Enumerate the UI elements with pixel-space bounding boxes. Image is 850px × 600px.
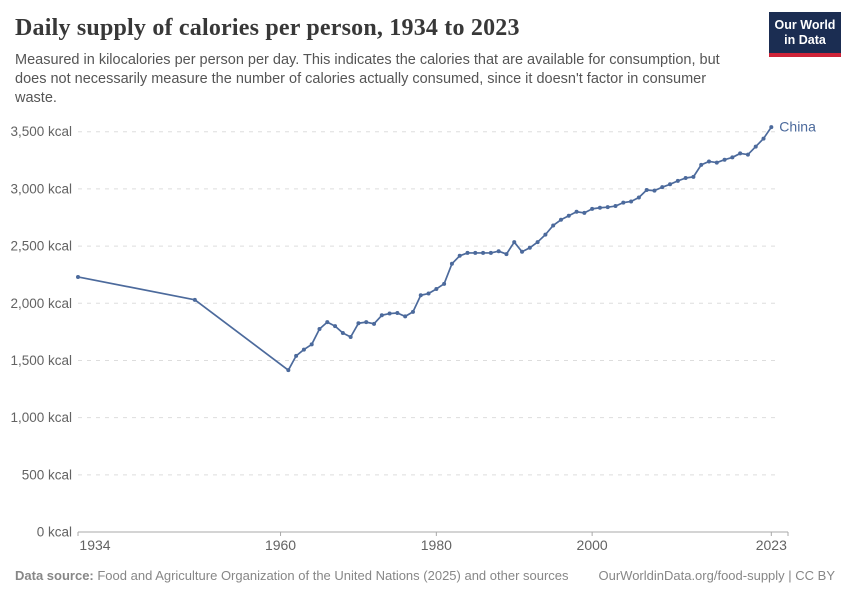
data-point — [566, 213, 571, 218]
data-point — [473, 250, 478, 255]
y-axis-tick-label: 0 kcal — [37, 525, 72, 540]
y-axis-tick-label: 3,000 kcal — [10, 181, 72, 196]
data-point — [691, 174, 696, 179]
data-point — [543, 232, 548, 237]
data-point — [590, 206, 595, 211]
data-point — [535, 240, 540, 245]
data-point — [512, 240, 517, 245]
data-point — [504, 252, 509, 257]
data-point — [621, 200, 626, 205]
data-point — [457, 253, 462, 258]
data-point — [706, 159, 711, 164]
owid-logo[interactable]: Our World in Data — [769, 12, 841, 57]
chart-title: Daily supply of calories per person, 193… — [15, 15, 520, 41]
data-source-label: Data source: — [15, 568, 94, 583]
data-point — [403, 314, 408, 319]
data-point — [769, 125, 774, 130]
data-point — [325, 320, 330, 325]
data-point — [597, 205, 602, 210]
y-axis-tick-label: 3,500 kcal — [10, 124, 72, 139]
data-point — [496, 249, 501, 254]
data-point — [301, 347, 306, 352]
data-point — [629, 199, 634, 204]
data-point — [551, 223, 556, 228]
data-source-note: Data source: Food and Agriculture Organi… — [15, 568, 569, 583]
owid-url-link[interactable]: OurWorldinData.org/food-supply | CC BY — [598, 568, 835, 583]
data-point — [520, 249, 525, 254]
data-point — [317, 326, 322, 331]
data-point — [410, 309, 415, 314]
chart-footer: Data source: Food and Agriculture Organi… — [15, 568, 835, 583]
data-point — [745, 152, 750, 157]
data-point — [730, 155, 735, 160]
y-axis-tick-label: 2,000 kcal — [10, 296, 72, 311]
data-point — [683, 176, 688, 181]
x-axis-tick-label: 2023 — [756, 537, 787, 553]
data-point — [449, 261, 454, 266]
data-point — [675, 178, 680, 183]
series-line-china — [77, 126, 773, 372]
data-point — [294, 353, 299, 358]
data-point — [722, 157, 727, 162]
data-point — [636, 195, 641, 200]
x-axis-tick-label: 1980 — [421, 537, 452, 553]
data-point — [309, 342, 314, 347]
y-axis-tick-label: 1,500 kcal — [10, 353, 72, 368]
data-point — [395, 310, 400, 315]
data-point — [668, 182, 673, 187]
data-point — [558, 217, 563, 222]
data-point — [738, 151, 743, 156]
data-point — [527, 245, 532, 250]
data-point — [426, 291, 431, 296]
data-point — [192, 297, 197, 302]
data-point — [364, 320, 369, 325]
data-point — [442, 281, 447, 286]
y-axis-tick-label: 500 kcal — [22, 467, 72, 482]
y-axis-tick-label: 1,000 kcal — [10, 410, 72, 425]
data-point — [613, 204, 618, 209]
data-point — [699, 162, 704, 167]
data-point — [582, 210, 587, 215]
owid-logo-text-line2: in Data — [784, 33, 826, 47]
x-axis-tick-label: 1934 — [79, 537, 110, 553]
data-point — [761, 136, 766, 141]
series-end-label: China — [779, 119, 816, 135]
data-point — [418, 293, 423, 298]
data-point — [753, 144, 758, 149]
x-axis-tick-label: 1960 — [265, 537, 296, 553]
data-point — [481, 250, 486, 255]
data-point — [644, 188, 649, 193]
data-point — [356, 321, 361, 326]
owid-logo-text-line1: Our World — [774, 18, 836, 32]
y-axis-tick-label: 2,500 kcal — [10, 239, 72, 254]
data-point — [379, 313, 384, 318]
data-point — [387, 311, 392, 316]
chart-header: Daily supply of calories per person, 193… — [15, 14, 835, 108]
data-point — [348, 334, 353, 339]
x-axis-tick-label: 2000 — [577, 537, 608, 553]
data-point — [434, 286, 439, 291]
data-point — [465, 250, 470, 255]
data-point — [488, 250, 493, 255]
data-point — [652, 188, 657, 193]
data-source-text: Food and Agriculture Organization of the… — [93, 568, 569, 583]
data-point — [286, 368, 291, 373]
data-point — [574, 209, 579, 214]
data-point — [660, 185, 665, 190]
data-point — [714, 160, 719, 165]
data-point — [340, 330, 345, 335]
chart-subtitle: Measured in kilocalories per person per … — [15, 51, 720, 106]
data-point — [333, 324, 338, 329]
data-point — [372, 321, 377, 326]
data-point — [605, 205, 610, 210]
data-point — [76, 274, 80, 279]
